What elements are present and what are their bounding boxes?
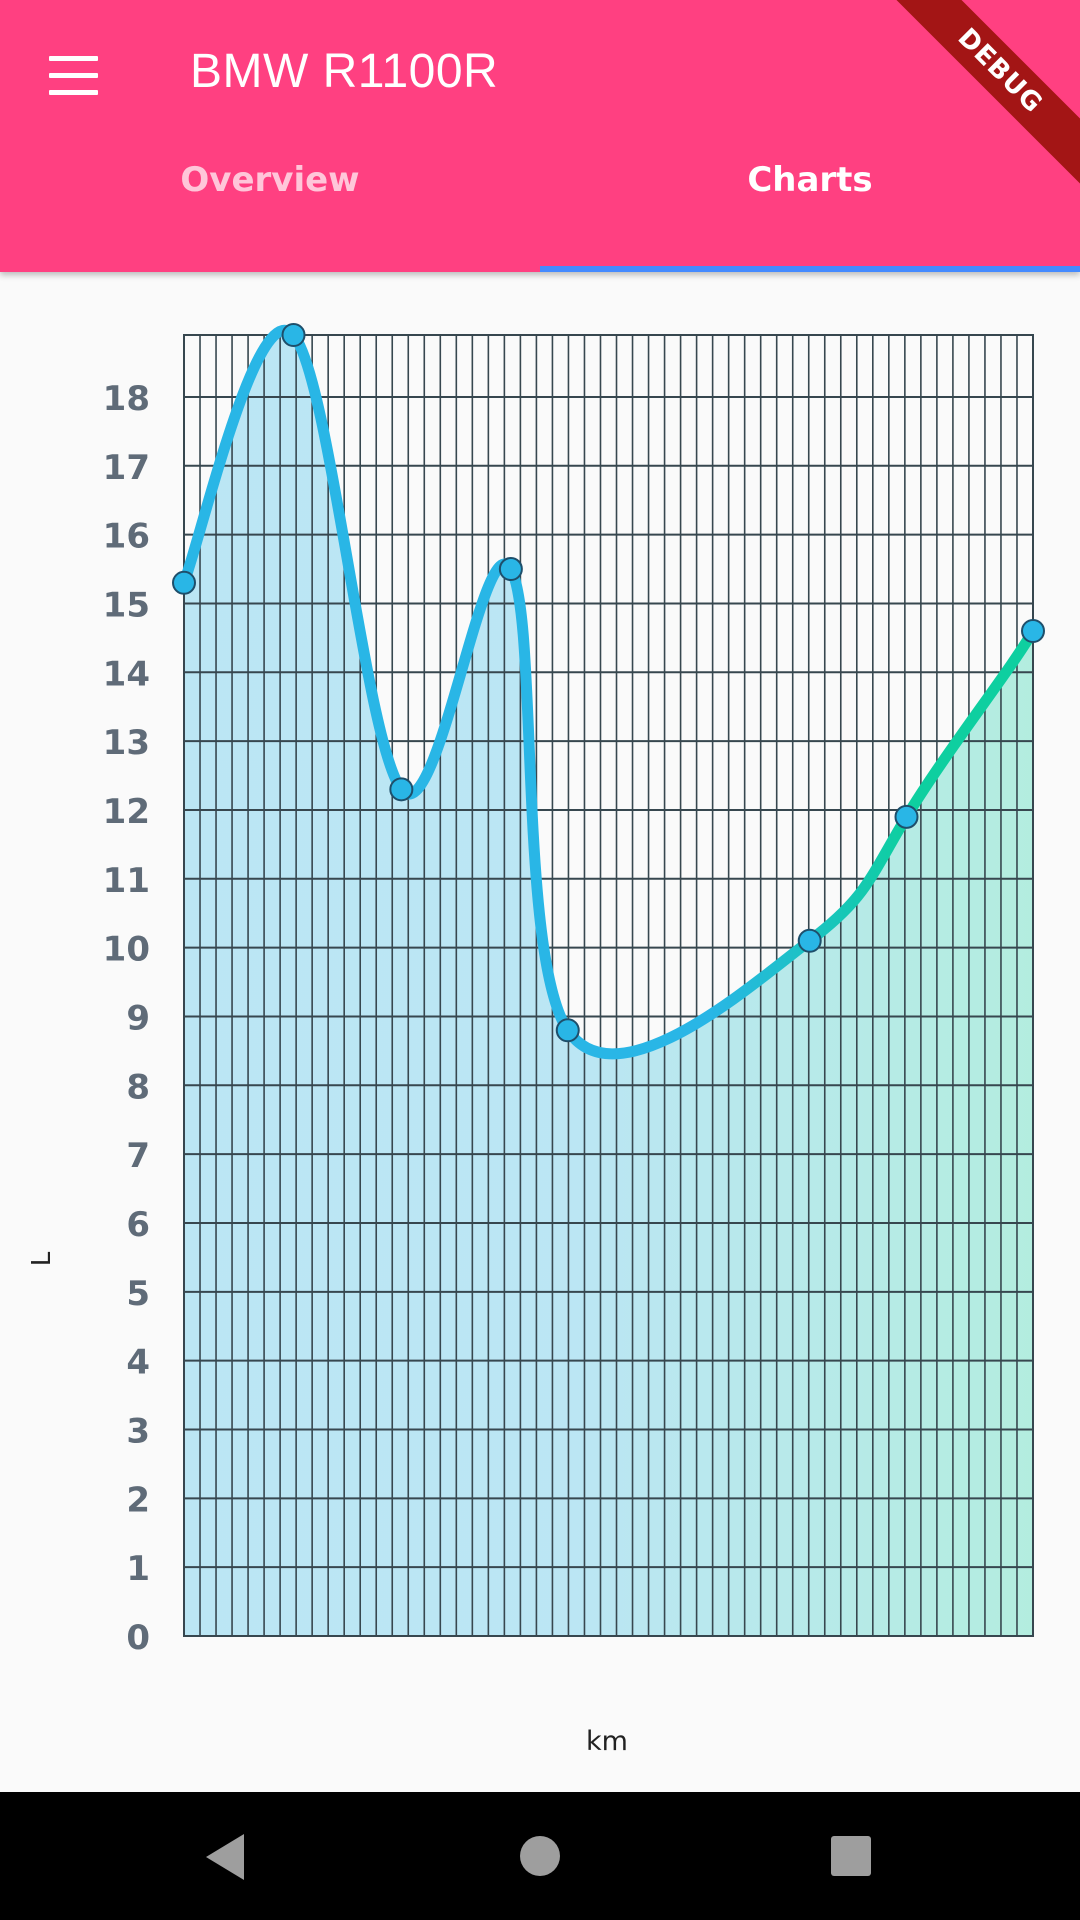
y-tick-label: 13 [103,723,150,763]
y-tick-label: 14 [103,654,150,694]
data-point-7 [1021,618,1045,643]
y-tick-label: 11 [103,861,150,901]
recent-apps-icon[interactable] [770,1792,930,1920]
y-tick-label: 18 [103,379,150,419]
tab-indicator [540,266,1080,272]
y-tick-label: 15 [103,585,150,625]
y-tick-label: 7 [126,1136,150,1176]
y-tick-label: 2 [126,1480,150,1520]
series-line [178,325,1039,1060]
data-point-0 [172,570,196,595]
y-tick-label: 3 [126,1411,150,1451]
home-icon[interactable] [460,1792,620,1920]
y-tick-label: 0 [126,1618,150,1658]
data-point-3 [498,557,523,582]
y-tick-label: 10 [103,930,150,970]
y-axis-label: L [27,1251,57,1266]
page-title: BMW R1100R [190,45,499,98]
y-tick-label: 8 [126,1067,150,1107]
x-axis-label: km [586,1726,628,1757]
data-point-4 [555,1018,580,1043]
y-tick-label: 9 [126,998,150,1038]
y-tick-label: 1 [126,1549,150,1589]
y-tick-label: 5 [126,1274,150,1314]
tab-overview[interactable]: Overview [180,160,360,200]
y-tick-label: 6 [126,1205,150,1245]
back-icon[interactable] [148,1792,308,1920]
tab-charts[interactable]: Charts [747,160,873,200]
menu-icon[interactable] [30,40,118,110]
y-tick-label: 16 [103,517,150,557]
area-fill [184,330,1033,1636]
data-point-1 [281,323,306,347]
y-tick-label: 4 [126,1343,150,1383]
data-point-2 [389,777,414,802]
data-point-5 [797,928,822,953]
data-point-6 [894,804,919,829]
app-bar: BMW R1100R Overview Charts DEBUG [0,0,1080,272]
y-tick-label: 12 [103,792,150,832]
chart-container: 0 1 2 3 4 5 6 7 8 9 10 11 12 13 14 15 16 17 18 L km [0,272,1080,1792]
y-tick-label: 17 [103,448,150,488]
system-nav-bar [0,1792,1080,1920]
